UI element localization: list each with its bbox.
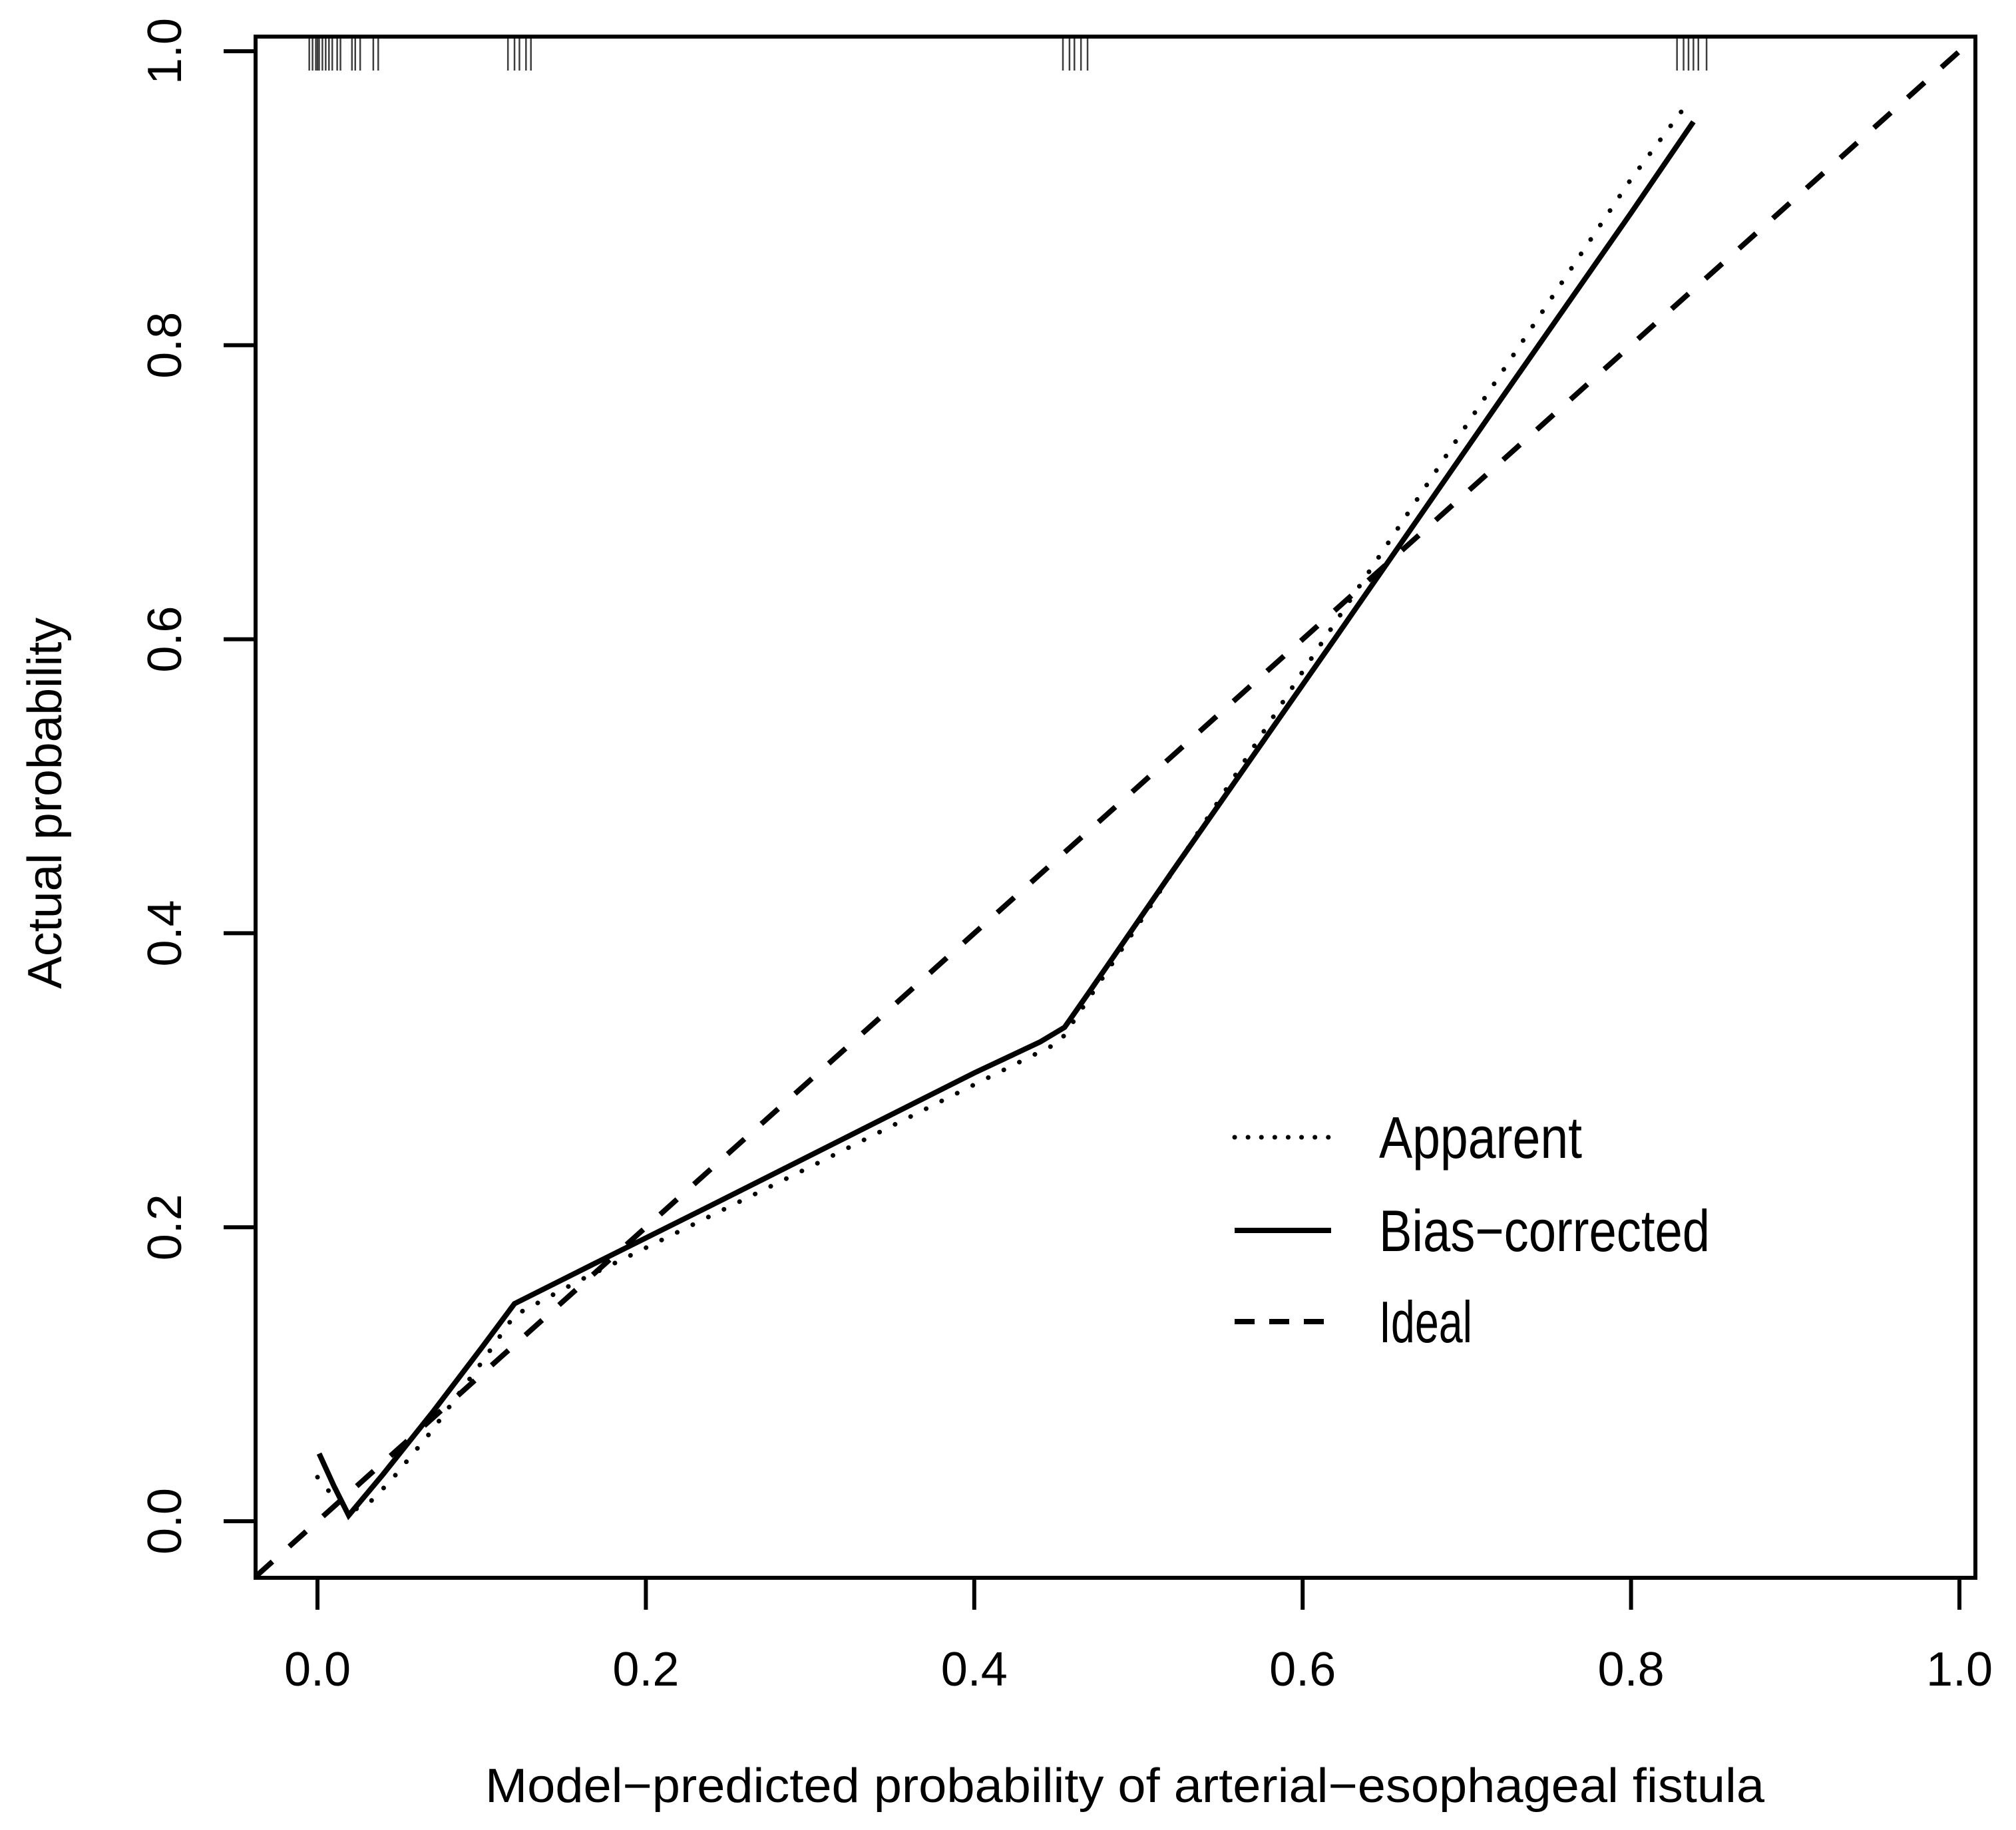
legend-label-bias-corrected: Bias−corrected xyxy=(1379,1198,1710,1264)
y-tick-label: 0.8 xyxy=(138,312,192,379)
y-tick-label: 0.6 xyxy=(138,606,192,673)
x-tick-label: 0.4 xyxy=(941,1643,1008,1696)
x-tick-label: 0.8 xyxy=(1598,1643,1665,1696)
y-tick-label: 0.0 xyxy=(138,1488,192,1555)
x-tick-label: 1.0 xyxy=(1926,1643,1993,1696)
series-line-ideal xyxy=(254,35,1977,1579)
legend-label-ideal: Ideal xyxy=(1379,1289,1472,1355)
y-axis-title: Actual probability xyxy=(19,618,72,989)
y-tick-label: 0.4 xyxy=(138,900,192,966)
x-axis-ticks xyxy=(315,1578,1961,1610)
legend-label-apparent: Apparent xyxy=(1379,1105,1582,1171)
x-axis-tick-labels: 0.0 0.2 0.4 0.6 0.8 1.0 xyxy=(284,1643,1993,1696)
x-axis-title: Model−predicted probability of arterial−… xyxy=(485,1759,1765,1813)
y-axis-tick-labels: 0.0 0.2 0.4 0.6 0.8 1.0 xyxy=(138,18,192,1555)
plot-border-box xyxy=(254,35,1977,1580)
x-tick-label: 0.6 xyxy=(1269,1643,1336,1696)
series-curves xyxy=(254,35,1977,1579)
legend: Apparent Bias−corrected Ideal xyxy=(1232,1105,1710,1355)
y-tick-label: 1.0 xyxy=(138,18,192,85)
rug-marks xyxy=(308,39,1708,71)
x-tick-label: 0.0 xyxy=(284,1643,351,1696)
y-tick-label: 0.2 xyxy=(138,1194,192,1260)
x-tick-label: 0.2 xyxy=(612,1643,679,1696)
series-line-bias-corrected xyxy=(316,120,1696,1521)
y-axis-ticks xyxy=(224,49,256,1523)
